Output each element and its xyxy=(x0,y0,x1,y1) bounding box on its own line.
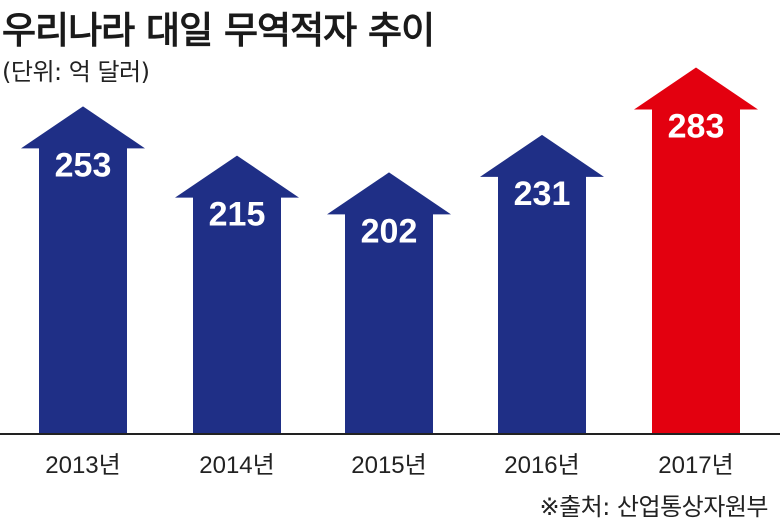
category-label-2016년: 2016년 xyxy=(504,452,579,479)
category-label-2017년: 2017년 xyxy=(658,452,733,479)
data-label-2014년: 215 xyxy=(209,196,266,234)
category-labels: 2013년 2014년 2015년 2016년 2017년 xyxy=(45,452,733,479)
category-label-2013년: 2013년 xyxy=(45,452,120,479)
chart-title: 우리나라 대일 무역적자 추이 xyxy=(2,9,435,52)
data-label-2017년: 283 xyxy=(668,108,725,146)
bars-group: 253 215 202 231 283 xyxy=(21,67,758,435)
bar-2015년 xyxy=(327,172,451,434)
data-label-2016년: 231 xyxy=(514,175,571,213)
data-label-2013년: 253 xyxy=(55,146,112,184)
category-label-2014년: 2014년 xyxy=(199,452,274,479)
bar-2014년 xyxy=(175,155,299,434)
category-label-2015년: 2015년 xyxy=(351,452,426,479)
data-label-2015년: 202 xyxy=(361,212,418,250)
bar-2016년 xyxy=(480,134,604,435)
bar-2017년 xyxy=(634,67,758,434)
chart-unit-label: (단위: 억 달러) xyxy=(2,58,150,86)
bar-2013년 xyxy=(21,106,145,435)
source-note: ※출처: 산업통상자원부 xyxy=(539,493,768,521)
